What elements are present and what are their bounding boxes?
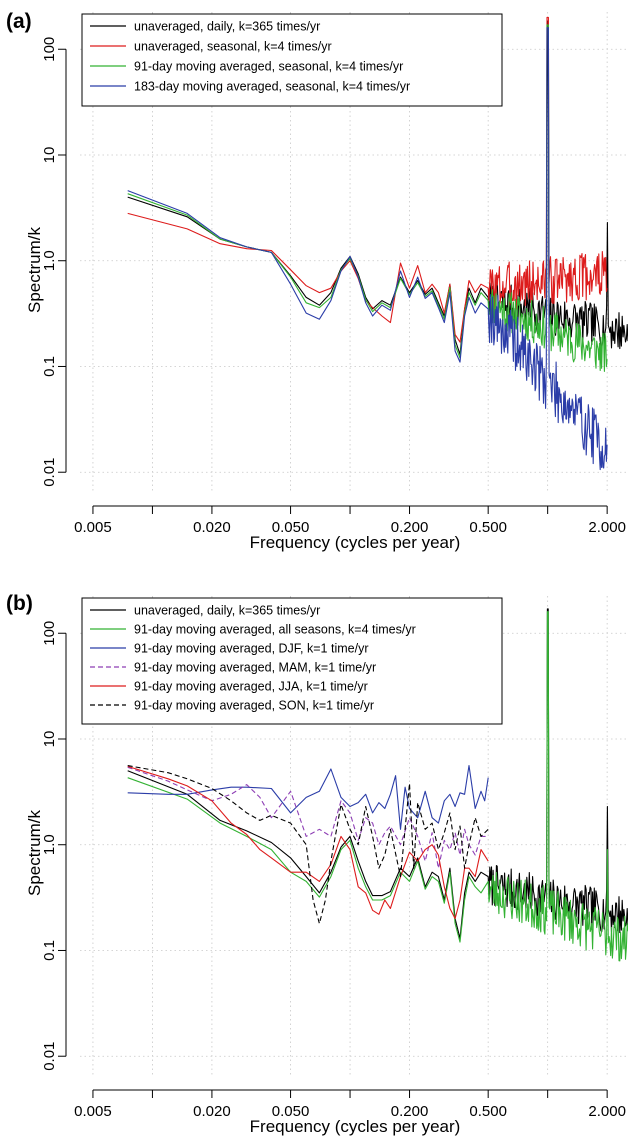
y-tick-label: 100 (41, 37, 58, 62)
series-lines-b (127, 608, 628, 962)
x-tick-label: 0.005 (74, 1103, 112, 1120)
legend-entry: unaveraged, seasonal, k=4 times/yr (134, 40, 332, 54)
legend-entry: 91-day moving averaged, seasonal, k=4 ti… (134, 60, 403, 74)
panel-label-b: (b) (6, 592, 33, 615)
panel-a: 0.005 0.020 0.050 0.200 0.500 2.000 0.01 0.1 1.0… (6, 10, 628, 552)
series-line-5 (127, 765, 489, 920)
x-tick-label: 0.020 (193, 1103, 231, 1120)
legend-entry: 91-day moving averaged, all seasons, k=4… (134, 623, 416, 637)
x-tick-label: 2.000 (588, 1103, 626, 1120)
legend-a: unaveraged, daily, k=365 times/yr unavera… (81, 13, 503, 107)
x-tick-label: 0.005 (74, 519, 112, 536)
y-tick-label: 1.0 (41, 834, 58, 855)
legend-entry: 183-day moving averaged, seasonal, k=4 t… (134, 80, 410, 94)
x-tick-label: 0.200 (391, 519, 429, 536)
y-axis-label-b: Spectrum/k (25, 810, 44, 896)
panel-b: 0.005 0.020 0.050 0.200 0.500 2.000 0.01 0.1 1.0… (6, 592, 628, 1136)
legend-box (81, 597, 503, 725)
legend-entry: 91-day moving averaged, JJA, k=1 time/yr (134, 680, 368, 694)
x-tick-label: 0.500 (469, 519, 507, 536)
y-tick-label: 0.01 (41, 458, 58, 487)
legend-entry: unaveraged, daily, k=365 times/yr (134, 20, 320, 34)
legend-entry: 91-day moving averaged, MAM, k=1 time/yr (134, 661, 376, 675)
y-tick-label: 0.1 (41, 940, 58, 961)
x-axis-label-a: Frequency (cycles per year) (250, 533, 461, 552)
axes-a: 0.005 0.020 0.050 0.200 0.500 2.000 0.01 0.1 1.0… (41, 37, 626, 536)
series-line-2 (127, 611, 628, 962)
series-line-3 (127, 765, 489, 830)
y-tick-label: 0.01 (41, 1042, 58, 1071)
y-tick-label: 10 (41, 731, 58, 748)
legend-b: unaveraged, daily, k=365 times/yr 91-day … (81, 597, 503, 725)
series-line-4 (127, 766, 489, 869)
panel-label-a: (a) (6, 10, 32, 33)
x-axis-label-b: Frequency (cycles per year) (250, 1117, 461, 1136)
axes-b: 0.005 0.020 0.050 0.200 0.500 2.000 0.01 0.1 1.0… (41, 621, 626, 1120)
legend-entry: 91-day moving averaged, DJF, k=1 time/yr (134, 642, 368, 656)
legend-entry: unaveraged, daily, k=365 times/yr (134, 604, 320, 618)
y-tick-label: 0.1 (41, 356, 58, 377)
y-axis-label-a: Spectrum/k (25, 227, 44, 313)
y-tick-label: 100 (41, 621, 58, 646)
series-lines-a (127, 16, 628, 471)
series-line-2 (127, 16, 608, 343)
series-line-1 (127, 608, 628, 939)
x-tick-label: 0.050 (272, 1103, 310, 1120)
series-line-4 (127, 27, 608, 471)
y-tick-label: 10 (41, 147, 58, 164)
y-tick-label: 1.0 (41, 250, 58, 271)
series-line-6 (127, 765, 489, 925)
legend-box (81, 13, 503, 107)
x-tick-label: 0.200 (391, 1103, 429, 1120)
x-tick-label: 0.050 (272, 519, 310, 536)
x-tick-label: 2.000 (588, 519, 626, 536)
x-tick-label: 0.020 (193, 519, 231, 536)
legend-entry: 91-day moving averaged, SON, k=1 time/yr (134, 699, 374, 713)
x-tick-label: 0.500 (469, 1103, 507, 1120)
